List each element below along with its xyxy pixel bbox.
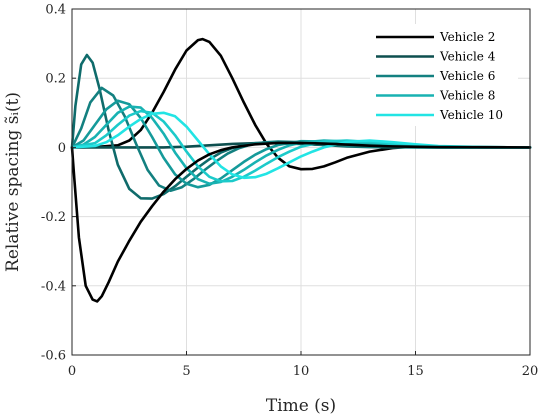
series-line-vehicle-8 — [70, 105, 532, 185]
y-tick-label: -0.6 — [41, 349, 66, 364]
y-tick-label: 0.4 — [45, 3, 66, 18]
tick-labels: 0 5 10 15 20 0.4 0.2 0 -0.2 -0.4 -0.6 — [41, 3, 538, 380]
y-tick-label: -0.2 — [41, 210, 66, 225]
series-line-8 — [70, 141, 532, 303]
series-line-vehicle-10 — [70, 111, 532, 180]
x-tick-label: 0 — [68, 364, 76, 379]
y-tick-label: 0.2 — [45, 72, 66, 87]
y-axis-title: Relative spacing s̃ᵢ(t) — [3, 92, 23, 272]
x-axis-title: Time (s) — [266, 396, 336, 416]
x-tick-label: 10 — [293, 364, 310, 379]
legend-label: Vehicle 6 — [439, 69, 495, 83]
y-tick-label: 0 — [58, 141, 66, 156]
legend: Vehicle 2 Vehicle 4 Vehicle 6 Vehicle 8 Vehi… — [370, 24, 518, 126]
y-tick-label: -0.4 — [41, 279, 66, 294]
legend-label: Vehicle 10 — [439, 108, 503, 122]
legend-label: Vehicle 8 — [439, 89, 495, 103]
x-tick-label: 20 — [522, 364, 539, 379]
x-tick-label: 15 — [407, 364, 424, 379]
x-tick-label: 5 — [182, 364, 190, 379]
legend-label: Vehicle 4 — [439, 50, 496, 64]
legend-label: Vehicle 2 — [439, 30, 495, 44]
series-lines — [70, 37, 532, 303]
